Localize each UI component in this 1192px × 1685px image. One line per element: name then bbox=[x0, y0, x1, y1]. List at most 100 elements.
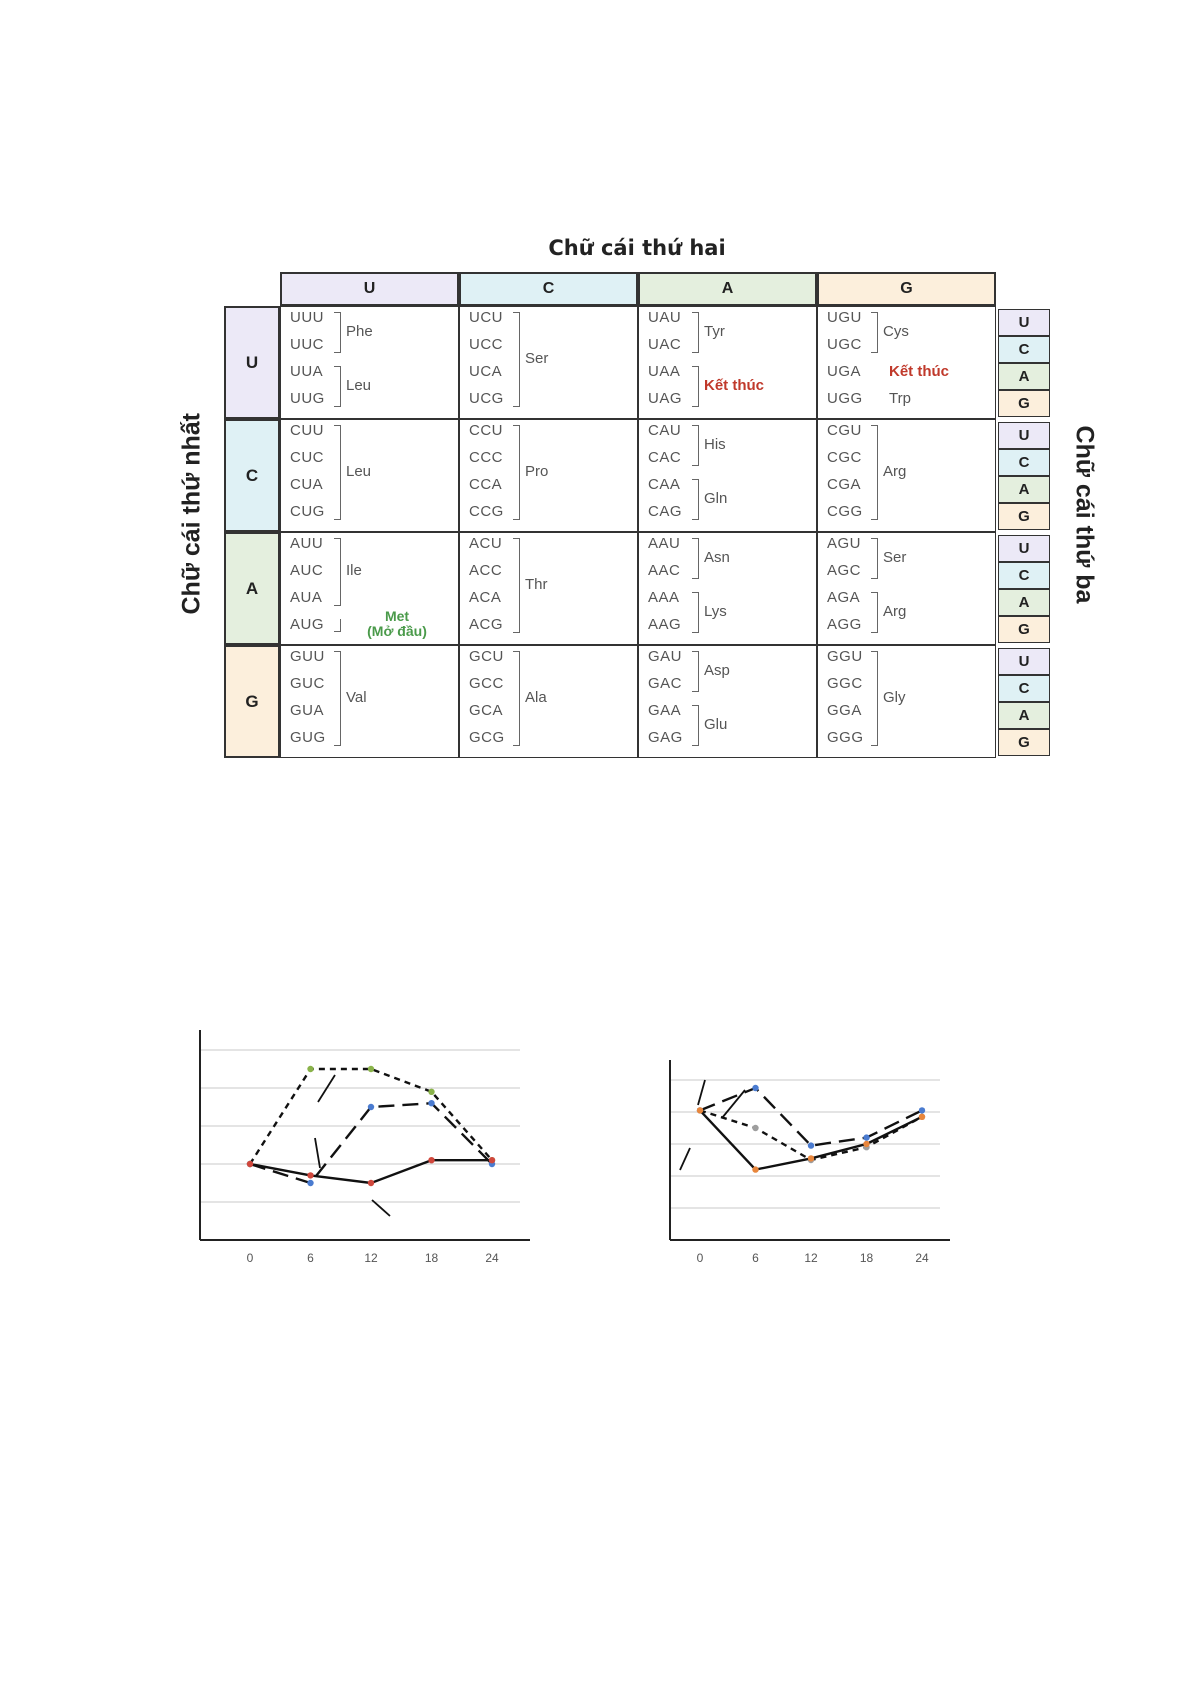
third-letter-box: U bbox=[998, 648, 1050, 675]
codon-cell bbox=[459, 645, 638, 758]
annotation-arrow bbox=[317, 1074, 336, 1103]
codon-label: UUU bbox=[290, 309, 324, 326]
codon-label: UUG bbox=[290, 390, 325, 407]
third-letter-box: C bbox=[998, 675, 1050, 702]
start-codon-label: Met bbox=[384, 608, 410, 624]
codon-label: CCA bbox=[469, 476, 503, 493]
third-letter-box: A bbox=[998, 363, 1050, 390]
codon-label: UGC bbox=[827, 336, 862, 353]
amino-acid-label: Arg bbox=[883, 602, 907, 620]
amino-acid-label: Ile bbox=[346, 562, 362, 579]
codon-cell bbox=[817, 645, 996, 758]
codon-bracket bbox=[871, 425, 878, 520]
codon-label: CUU bbox=[290, 422, 324, 439]
x-tick-label: 12 bbox=[804, 1251, 818, 1265]
data-point bbox=[428, 1100, 435, 1107]
codon-cell bbox=[280, 419, 459, 532]
codon-cell bbox=[638, 532, 817, 645]
codon-bracket bbox=[692, 538, 699, 579]
data-point bbox=[367, 1065, 375, 1073]
codon-bracket bbox=[513, 538, 520, 633]
data-point bbox=[488, 1157, 496, 1164]
codon-label: GGA bbox=[827, 702, 862, 719]
codon-bracket bbox=[871, 651, 878, 746]
codon-cell bbox=[459, 306, 638, 419]
annotation-arrow bbox=[721, 1089, 746, 1119]
codon-label: CGU bbox=[827, 422, 862, 439]
second-letter-header: C bbox=[459, 272, 638, 306]
amino-acid-label: Asn bbox=[704, 548, 730, 566]
codon-label: AUA bbox=[290, 589, 323, 606]
data-point bbox=[752, 1124, 759, 1132]
amino-acid-label: Thr bbox=[525, 575, 548, 593]
x-tick-label: 6 bbox=[307, 1251, 314, 1265]
start-codon-note: (Mở đầu) bbox=[367, 623, 427, 639]
second-letter-header: U bbox=[280, 272, 459, 306]
codon-cell bbox=[817, 532, 996, 645]
codon-label: AGA bbox=[827, 589, 861, 606]
third-letter-box: U bbox=[998, 535, 1050, 562]
data-point bbox=[367, 1103, 375, 1111]
codon-label: GUU bbox=[290, 648, 325, 665]
codon-bracket bbox=[692, 479, 699, 520]
codon-label: AAG bbox=[648, 616, 682, 633]
annotation-arrow bbox=[697, 1079, 706, 1106]
amino-acid-label: Asp bbox=[704, 661, 730, 679]
amino-acid-label: Leu bbox=[346, 376, 372, 394]
codon-label: UUA bbox=[290, 363, 324, 380]
codon-label: CCU bbox=[469, 422, 503, 439]
first-letter-header: C bbox=[224, 419, 280, 532]
amino-acid-label: Leu bbox=[346, 462, 372, 480]
amino-acid-label: Cys bbox=[883, 322, 909, 340]
codon-bracket bbox=[334, 312, 341, 353]
x-tick-label: 24 bbox=[485, 1251, 499, 1265]
stop-codon-label: Kết thúc bbox=[889, 363, 949, 380]
annotation-arrow bbox=[314, 1137, 321, 1169]
codon-bracket bbox=[871, 592, 878, 633]
codon-label: UUC bbox=[290, 336, 324, 353]
codon-label: GAU bbox=[648, 648, 683, 665]
codon-label: CGC bbox=[827, 449, 862, 466]
data-point bbox=[428, 1088, 435, 1095]
codon-label: UGU bbox=[827, 309, 862, 326]
codon-label: UAA bbox=[648, 363, 681, 380]
codon-label: ACC bbox=[469, 562, 503, 579]
series-line bbox=[699, 1086, 923, 1147]
amino-acid-label: Gln bbox=[704, 489, 728, 507]
amino-acid-label: Tyr bbox=[704, 322, 725, 340]
second-letter-header: A bbox=[638, 272, 817, 306]
line-chart-1: 0 6 12 18 24 bbox=[199, 1030, 530, 1265]
annotation-arrow bbox=[371, 1199, 391, 1217]
amino-acid-label: Val bbox=[346, 688, 367, 706]
codon-cell bbox=[638, 419, 817, 532]
codon-label: UAG bbox=[648, 390, 683, 407]
codon-label: CAA bbox=[648, 476, 681, 493]
codon-label: CAC bbox=[648, 449, 682, 466]
third-letter-box: G bbox=[998, 729, 1050, 756]
third-letter-box: C bbox=[998, 449, 1050, 476]
codon-cell bbox=[638, 306, 817, 419]
codon-label: CUA bbox=[290, 476, 324, 493]
codon-cell bbox=[459, 532, 638, 645]
codon-cell bbox=[280, 532, 459, 645]
third-letter-box: C bbox=[998, 562, 1050, 589]
codon-label: CCG bbox=[469, 503, 504, 520]
codon-label: CGA bbox=[827, 476, 862, 493]
codon-bracket bbox=[513, 312, 520, 407]
data-point bbox=[863, 1134, 870, 1141]
codon-label: AUU bbox=[290, 535, 324, 552]
codon-label: GAG bbox=[648, 729, 683, 746]
codon-label: AGU bbox=[827, 535, 862, 552]
third-letter-box: A bbox=[998, 702, 1050, 729]
codon-label: CUG bbox=[290, 503, 325, 520]
data-point bbox=[428, 1157, 435, 1164]
data-point bbox=[307, 1172, 314, 1179]
third-letter-box: G bbox=[998, 390, 1050, 417]
codon-label: UAC bbox=[648, 336, 682, 353]
first-letter-header: G bbox=[224, 645, 280, 758]
amino-acid-label: Ala bbox=[525, 688, 547, 706]
codon-cell bbox=[280, 645, 459, 758]
codon-label: AAA bbox=[648, 589, 680, 606]
codon-label: GCA bbox=[469, 702, 504, 719]
codon-bracket bbox=[692, 705, 699, 746]
